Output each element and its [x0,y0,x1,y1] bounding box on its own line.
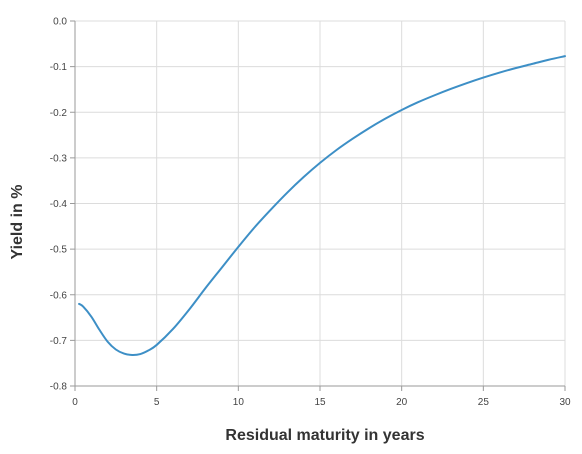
grid [75,20,566,386]
y-tick-label: 0.0 [53,17,67,28]
series-line-0 [78,55,566,356]
x-tick-label: 30 [559,397,571,408]
x-tick-label: 20 [396,397,408,408]
x-tick-label: 25 [478,397,490,408]
x-axis-ticks: 0 5 10 15 20 25 30 [72,386,571,408]
x-tick-label: 10 [233,397,245,408]
y-tick-label: -0.5 [50,245,68,256]
y-tick-label: -0.1 [50,62,68,73]
y-tick-label: -0.4 [50,199,68,210]
y-axis-title: Yield in % [9,185,26,260]
series-group [78,55,566,356]
y-tick-label: -0.8 [50,382,68,393]
x-tick-label: 0 [72,397,78,408]
y-axis-ticks: 0.0 -0.1 -0.2 -0.3 -0.4 -0.5 -0.6 -0.7 -0.8 [50,17,75,393]
y-tick-label: -0.3 [50,153,68,164]
x-tick-label: 15 [314,397,326,408]
x-axis-title: Residual maturity in years [225,427,424,444]
x-tick-label: 5 [154,397,160,408]
y-tick-label: -0.2 [50,108,68,119]
y-tick-label: -0.6 [50,290,68,301]
y-tick-label: -0.7 [50,336,68,347]
